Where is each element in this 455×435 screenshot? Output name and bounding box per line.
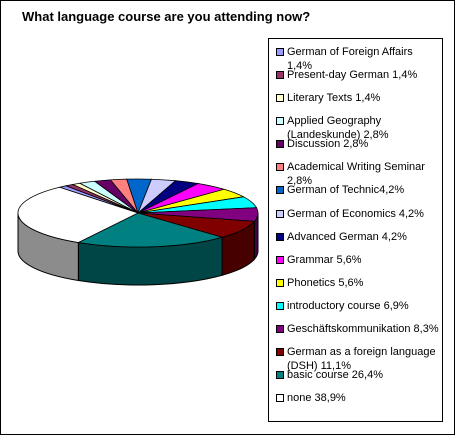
legend-label: Present-day German 1,4%	[287, 69, 418, 81]
pie-top	[17, 178, 259, 248]
chart-title: What language course are you attending n…	[22, 9, 311, 24]
legend-swatch	[276, 140, 284, 148]
legend-label: Geschäftskommunikation 8,3%	[287, 323, 439, 335]
legend-swatch	[276, 210, 284, 218]
legend-label: Literary Texts 1,4%	[287, 92, 381, 104]
legend-label: basic course 26,4%	[287, 369, 383, 381]
legend-swatch	[276, 186, 284, 194]
pie-slice-basic-course-26-4	[77, 212, 224, 248]
legend-label: Discussion 2,8%	[287, 138, 369, 150]
legend-swatch	[276, 302, 284, 310]
legend-label: Phonetics 5,6%	[287, 277, 364, 289]
legend-swatch	[276, 94, 284, 102]
legend-label: German of Foreign Affairs 1,4%	[287, 46, 413, 72]
legend-swatch	[276, 48, 284, 56]
legend-label: German as a foreign language (DSH) 11,1%	[287, 346, 436, 372]
legend-label: Applied Geography (Landeskunde) 2,8%	[287, 115, 389, 141]
legend-swatch	[276, 117, 284, 125]
legend-swatch	[276, 348, 284, 356]
legend-swatch	[276, 279, 284, 287]
legend-swatch	[276, 256, 284, 264]
pie-slice-none-38-9	[17, 186, 140, 243]
legend-swatch	[276, 233, 284, 241]
legend-swatch	[276, 71, 284, 79]
legend-swatch	[276, 325, 284, 333]
legend-label: German of Economics 4,2%	[287, 208, 424, 220]
legend-label: Advanced German 4,2%	[287, 231, 407, 243]
legend-swatch	[276, 163, 284, 171]
legend-label: introductory course 6,9%	[287, 300, 409, 312]
pie-chart	[17, 178, 259, 286]
legend: German of Foreign Affairs 1,4% Present-da…	[268, 38, 443, 422]
legend-label: German of Technic4,2%	[287, 184, 405, 196]
legend-label: none 38,9%	[287, 392, 346, 404]
legend-label: Grammar 5,6%	[287, 254, 362, 266]
legend-swatch	[276, 394, 284, 402]
legend-label: Academical Writing Seminar 2,8%	[287, 161, 425, 187]
legend-swatch	[276, 371, 284, 379]
